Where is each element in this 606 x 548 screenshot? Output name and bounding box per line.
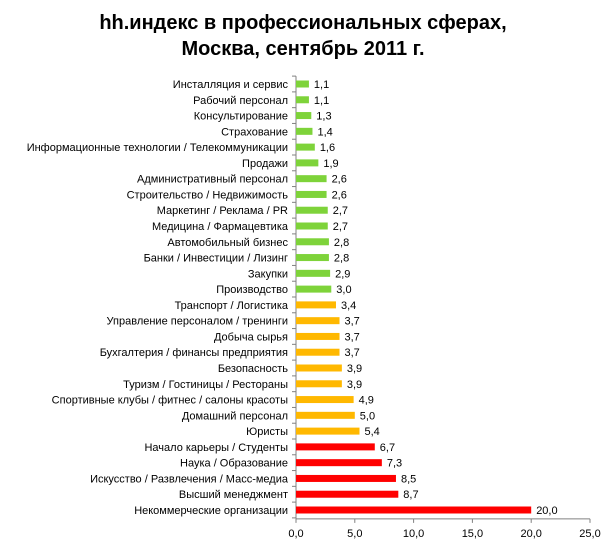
data-label: 1,6 (320, 142, 335, 154)
x-tick-label: 10,0 (403, 528, 424, 540)
category-label: Добыча сырья (214, 331, 288, 343)
bar (296, 206, 328, 214)
x-tick-label: 25,0 (579, 528, 600, 540)
bar (296, 159, 319, 167)
bar (296, 411, 355, 419)
bar (296, 301, 336, 309)
bar (296, 443, 375, 451)
data-label: 1,1 (314, 95, 329, 107)
data-label: 4,9 (359, 395, 374, 407)
bar (296, 254, 329, 262)
data-label: 2,6 (332, 174, 347, 186)
data-label: 20,0 (536, 505, 557, 517)
category-label: Искусство / Развлечения / Масс-медиа (90, 473, 289, 485)
data-label: 2,7 (333, 205, 348, 217)
category-label: Бухгалтерия / финансы предприятия (100, 347, 288, 359)
bar (296, 269, 331, 277)
category-label: Страхование (221, 126, 288, 138)
data-label: 5,4 (365, 426, 380, 438)
data-label: 1,1 (314, 79, 329, 91)
bar (296, 190, 327, 198)
x-tick-label: 15,0 (462, 528, 483, 540)
bar (296, 506, 532, 514)
bar (296, 222, 328, 230)
bar (296, 459, 382, 467)
bar (296, 127, 313, 135)
data-label: 3,7 (345, 347, 360, 359)
data-label: 2,7 (333, 221, 348, 233)
data-label: 8,5 (401, 473, 416, 485)
bar (296, 332, 340, 340)
category-label: Спортивные клубы / фитнес / салоны красо… (52, 395, 288, 407)
category-label: Управление персоналом / тренинги (107, 316, 288, 328)
category-label: Рабочий персонал (193, 95, 288, 107)
data-label: 3,7 (345, 331, 360, 343)
bar (296, 490, 399, 498)
chart-title-line-2: Москва, сентябрь 2011 г. (181, 38, 425, 60)
data-label: 3,9 (347, 379, 362, 391)
category-label: Инсталляция и сервис (173, 79, 289, 91)
data-label: 3,9 (347, 363, 362, 375)
bar (296, 80, 309, 88)
category-label: Высший менеджмент (179, 489, 288, 501)
category-label: Безопасность (218, 363, 288, 375)
data-label: 2,9 (335, 268, 350, 280)
category-label: Юристы (246, 426, 288, 438)
category-label: Строительство / Недвижимость (127, 189, 289, 201)
data-label: 2,8 (334, 253, 349, 265)
bar (296, 348, 340, 356)
bar (296, 285, 332, 293)
category-label: Производство (216, 284, 288, 296)
data-label: 6,7 (380, 442, 395, 454)
x-tick-label: 5,0 (347, 528, 362, 540)
category-label: Медицина / Фармацевтика (152, 221, 289, 233)
category-label: Некоммерческие организации (134, 505, 288, 517)
data-label: 3,0 (336, 284, 351, 296)
bar (296, 380, 342, 388)
category-label: Административный персонал (137, 174, 288, 186)
data-label: 3,4 (341, 300, 356, 312)
category-label: Домашний персонал (182, 410, 288, 422)
bar (296, 364, 342, 372)
data-label: 8,7 (403, 489, 418, 501)
bar (296, 427, 360, 435)
category-label: Информационные технологии / Телекоммуник… (27, 142, 288, 154)
x-tick-label: 0,0 (288, 528, 303, 540)
bar (296, 112, 312, 120)
data-label: 7,3 (387, 458, 402, 470)
bar (296, 143, 315, 151)
category-label: Начало карьеры / Студенты (144, 442, 288, 454)
bar (296, 238, 329, 246)
category-label: Консультирование (194, 111, 288, 123)
category-label: Продажи (242, 158, 288, 170)
bar (296, 396, 354, 404)
category-label: Банки / Инвестиции / Лизинг (144, 253, 288, 265)
data-label: 5,0 (360, 410, 375, 422)
data-label: 1,4 (317, 126, 332, 138)
category-label: Транспорт / Логистика (175, 300, 289, 312)
bar (296, 474, 396, 482)
category-label: Маркетинг / Реклама / PR (157, 205, 288, 217)
chart-title-line-1: hh.индекс в профессиональных сферах, (99, 12, 507, 34)
x-tick-label: 20,0 (520, 528, 541, 540)
category-label: Туризм / Гостиницы / Рестораны (123, 379, 288, 391)
data-label: 1,9 (323, 158, 338, 170)
category-label: Закупки (248, 268, 288, 280)
data-label: 2,6 (332, 189, 347, 201)
data-label: 3,7 (345, 316, 360, 328)
bar (296, 175, 327, 183)
data-label: 1,3 (316, 111, 331, 123)
data-label: 2,8 (334, 237, 349, 249)
bar (296, 96, 309, 104)
bar (296, 317, 340, 325)
category-label: Автомобильный бизнес (167, 237, 288, 249)
category-label: Наука / Образование (180, 458, 288, 470)
